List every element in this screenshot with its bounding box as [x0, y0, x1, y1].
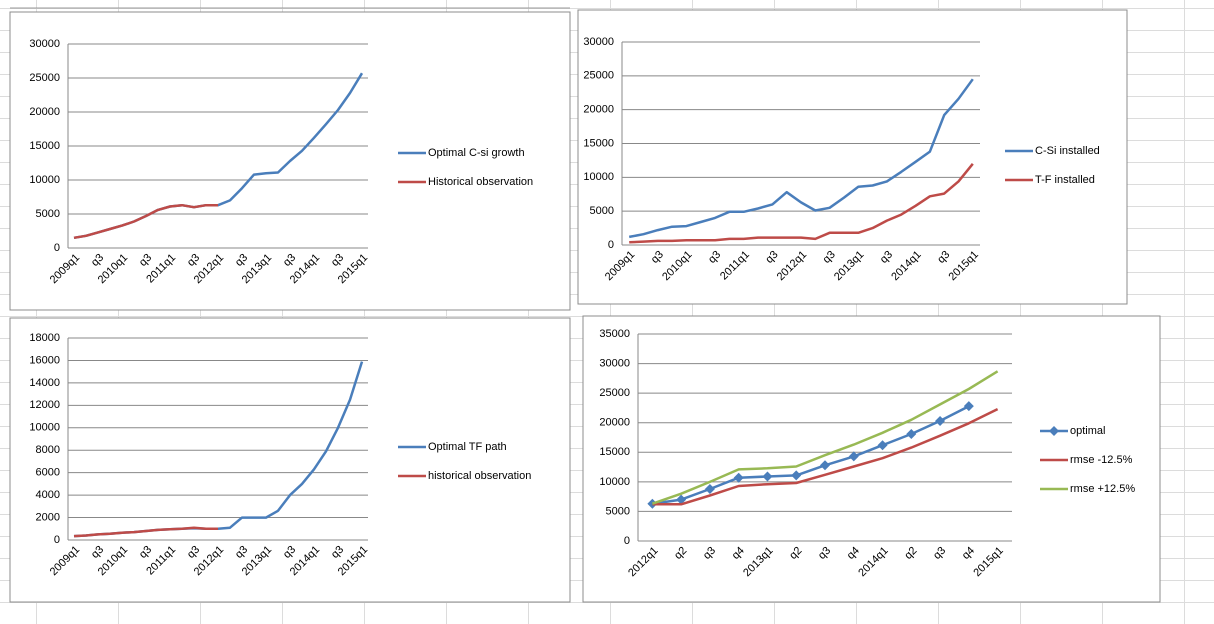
- y-tick-label: 0: [54, 534, 60, 546]
- legend-label: Optimal C-si growth: [428, 147, 525, 159]
- y-tick-label: 35000: [599, 328, 630, 340]
- y-tick-label: 5000: [590, 205, 614, 217]
- point-marker: [704, 483, 715, 494]
- y-tick-label: 25000: [583, 70, 614, 82]
- point-marker: [676, 494, 687, 505]
- y-tick-label: 0: [608, 239, 614, 251]
- y-tick-label: 20000: [29, 106, 60, 118]
- y-tick-label: 20000: [599, 417, 630, 429]
- legend-label: optimal: [1070, 425, 1105, 437]
- y-tick-label: 5000: [36, 208, 60, 220]
- legend-label: historical observation: [428, 470, 531, 482]
- y-tick-label: 2000: [36, 511, 60, 523]
- y-tick-label: 18000: [29, 332, 60, 344]
- series-line: [652, 405, 970, 505]
- y-tick-label: 15000: [599, 446, 630, 458]
- y-tick-label: 30000: [599, 357, 630, 369]
- legend-label: rmse -12.5%: [1070, 454, 1133, 466]
- y-tick-label: 5000: [606, 505, 630, 517]
- y-tick-label: 0: [54, 242, 60, 254]
- series-line: [73, 203, 218, 240]
- chart-box: [577, 9, 1128, 305]
- y-tick-label: 30000: [29, 38, 60, 50]
- chart-box: [9, 317, 571, 603]
- point-marker: [820, 460, 830, 471]
- point-marker: [848, 451, 859, 462]
- series-line: [73, 526, 218, 538]
- y-tick-label: 10000: [583, 171, 614, 183]
- y-tick-label: 15000: [583, 137, 614, 149]
- point-marker: [733, 472, 744, 483]
- legend-label: Historical observation: [428, 176, 533, 188]
- point-marker: [762, 471, 773, 482]
- series-line: [652, 407, 999, 506]
- y-tick-label: 30000: [583, 36, 614, 48]
- legend-label: Optimal TF path: [428, 441, 507, 453]
- y-tick-label: 20000: [583, 104, 614, 116]
- y-tick-label: 10000: [29, 174, 60, 186]
- y-tick-label: 14000: [29, 377, 60, 389]
- legend-label: T-F installed: [1035, 174, 1095, 186]
- point-marker: [791, 470, 802, 481]
- series-line: [628, 78, 974, 239]
- y-tick-label: 12000: [29, 399, 60, 411]
- y-tick-label: 16000: [29, 354, 60, 366]
- y-tick-label: 8000: [36, 444, 60, 456]
- series-line: [651, 370, 999, 505]
- y-tick-label: 10000: [599, 476, 630, 488]
- y-tick-label: 25000: [29, 72, 60, 84]
- y-tick-label: 10000: [29, 422, 60, 434]
- legend-label: C-Si installed: [1035, 145, 1100, 157]
- point-marker: [963, 401, 974, 412]
- y-tick-label: 4000: [36, 489, 60, 501]
- y-tick-label: 15000: [29, 140, 60, 152]
- point-marker: [647, 498, 658, 509]
- point-marker: [935, 415, 946, 426]
- y-tick-label: 25000: [599, 387, 630, 399]
- y-tick-label: 0: [624, 535, 630, 547]
- y-tick-label: 6000: [36, 467, 60, 479]
- legend-marker: [1049, 426, 1059, 436]
- legend-label: rmse +12.5%: [1070, 483, 1135, 495]
- point-marker: [877, 440, 888, 451]
- series-line: [629, 163, 974, 244]
- point-marker: [906, 428, 917, 439]
